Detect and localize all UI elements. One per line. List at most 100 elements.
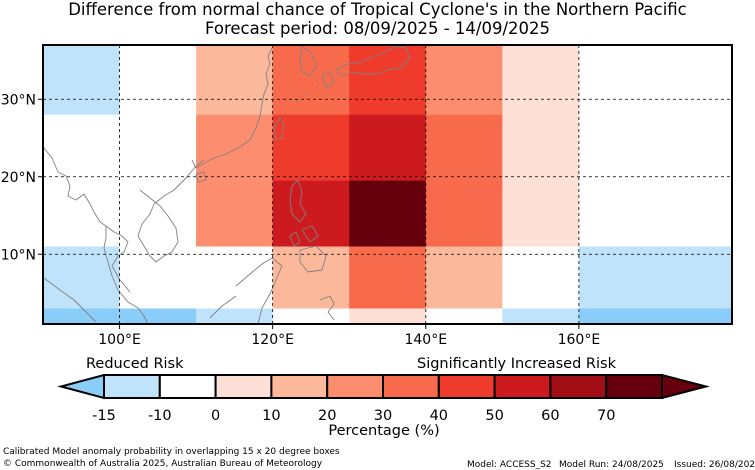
anomaly-cell	[196, 180, 273, 247]
anomaly-cell	[349, 180, 427, 247]
ryukyu-islands	[295, 85, 319, 103]
philippines-visayas	[289, 225, 319, 247]
anomaly-cell	[655, 45, 733, 116]
colorbar-xlabel: Percentage (%)	[328, 423, 439, 439]
anomaly-cell	[425, 45, 503, 116]
anomaly-cell	[119, 114, 197, 181]
sumatra-coastline	[43, 277, 97, 323]
mainland-asia-coastline	[43, 147, 149, 325]
anomaly-cell	[655, 308, 733, 325]
reduced-risk-label: Reduced Risk	[86, 356, 184, 372]
lat-tick-label: 10°N	[1, 247, 36, 263]
anomaly-grid	[43, 45, 733, 325]
anomaly-cell	[349, 45, 427, 116]
anomaly-cell	[349, 114, 427, 181]
colorbar-segment	[158, 374, 217, 399]
footer-issued: Issued: 26/08/2025	[674, 460, 755, 470]
lon-tick-label: 120°E	[251, 332, 294, 348]
anomaly-cell	[196, 45, 273, 116]
anomaly-cell	[119, 180, 197, 247]
anomaly-cell	[43, 180, 120, 247]
anomaly-cell	[196, 246, 273, 309]
japan-honshu	[335, 45, 411, 77]
colorbar-tick-label: 70	[597, 408, 615, 424]
footer-copyright: © Commonwealth of Australia 2025, Austra…	[3, 459, 323, 469]
anomaly-cell	[43, 308, 120, 325]
anomaly-cell	[272, 114, 350, 181]
colorbar-segment	[270, 374, 329, 399]
colorbar-tick-label: 10	[262, 408, 280, 424]
anomaly-cell	[578, 246, 656, 309]
forecast-period: Forecast period: 08/09/2025 - 14/09/2025	[204, 19, 551, 38]
lon-tick-label: 140°E	[404, 332, 447, 348]
colorbar-segment	[549, 374, 608, 399]
axis-ticks: 100°E 120°E 140°E 160°E 30°N 20°N 10°N	[1, 92, 600, 348]
anomaly-cell	[196, 114, 273, 181]
anomaly-cell	[43, 246, 120, 309]
colorbar-segment	[103, 374, 161, 399]
anomaly-cell	[578, 180, 656, 247]
anomaly-cell	[502, 180, 580, 247]
anomaly-cell	[655, 114, 733, 181]
anomaly-cell	[502, 246, 580, 309]
anomaly-cell	[502, 308, 580, 325]
footer-model: Model: ACCESS_S2	[467, 460, 552, 470]
anomaly-cell	[272, 45, 350, 116]
colorbar-over-arrow	[661, 373, 710, 400]
anomaly-cell	[119, 45, 197, 116]
colorbar-tick-label: -15	[92, 408, 116, 424]
footer-note: Calibrated Model anomaly probability in …	[3, 447, 340, 457]
colorbar-segment	[437, 374, 496, 399]
anomaly-cell	[655, 246, 733, 309]
anomaly-cell	[43, 45, 120, 116]
malay-peninsula-coastline	[105, 225, 131, 293]
anomaly-cell	[578, 114, 656, 181]
philippines-luzon	[289, 179, 307, 223]
colorbar-segment	[493, 374, 552, 399]
anomaly-cell	[502, 45, 580, 116]
lat-tick-label: 20°N	[1, 170, 36, 186]
hainan-island	[195, 171, 207, 183]
anomaly-cell	[272, 246, 350, 309]
anomaly-cell	[502, 114, 580, 181]
philippines-mindanao	[299, 245, 327, 273]
coastline	[43, 43, 411, 325]
footer-model-run: Model Run: 24/08/2025	[559, 460, 664, 470]
colorbar-segment	[326, 374, 385, 399]
colorbar-segment	[214, 374, 273, 399]
anomaly-cell	[425, 114, 503, 181]
anomaly-cell	[272, 180, 350, 247]
anomaly-cell	[578, 308, 656, 325]
anomaly-cell	[349, 246, 427, 309]
colorbar-tick-label: -10	[148, 408, 172, 424]
colorbar-segment	[382, 374, 440, 399]
lon-tick-label: 100°E	[98, 332, 141, 348]
anomaly-cell	[43, 114, 120, 181]
colorbar-tick-label: 30	[374, 408, 392, 424]
lon-tick-label: 160°E	[558, 332, 601, 348]
borneo-coastline	[209, 257, 283, 325]
colorbar: -15 -10 0 10 20 30 40 50 60 70 Percentage (%)	[57, 373, 710, 439]
colorbar-under-arrow	[57, 373, 105, 400]
taiwan-island	[273, 117, 285, 141]
anomaly-cell	[425, 308, 503, 325]
colorbar-tick-label: 20	[318, 408, 336, 424]
japan-kyushu	[321, 71, 335, 89]
colorbar-tick-label: 50	[485, 408, 503, 424]
increased-risk-label: Significantly Increased Risk	[417, 356, 616, 372]
lat-tick-label: 30°N	[1, 92, 36, 108]
anomaly-cell	[272, 308, 350, 325]
colorbar-tick-label: 60	[541, 408, 559, 424]
anomaly-cell	[119, 246, 197, 309]
anomaly-cell	[655, 180, 733, 247]
anomaly-cell	[425, 246, 503, 309]
map-frame	[42, 44, 733, 325]
indochina-coastline	[137, 159, 205, 263]
anomaly-cell	[119, 308, 197, 325]
anomaly-cell	[425, 180, 503, 247]
anomaly-cell	[578, 45, 656, 116]
korea-peninsula	[299, 45, 317, 77]
colorbar-tick-label: 0	[211, 408, 220, 424]
china-coastline	[191, 47, 273, 169]
